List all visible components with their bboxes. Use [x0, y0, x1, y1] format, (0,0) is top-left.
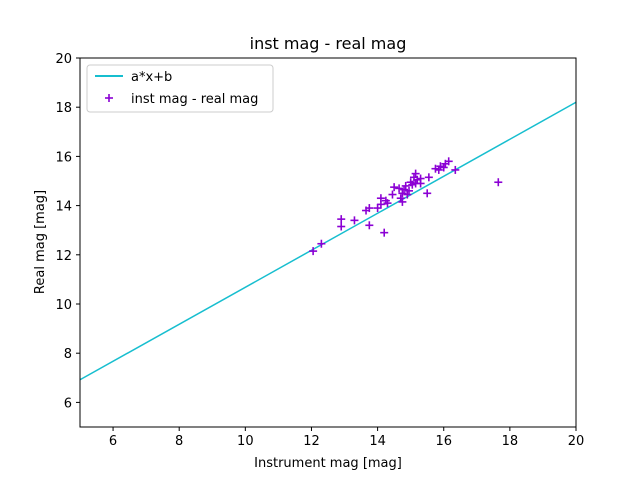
x-axis-label: Instrument mag [mag]	[254, 456, 402, 471]
scatter-point	[439, 163, 448, 172]
scatter-point	[423, 189, 432, 198]
legend-line-label: a*x+b	[131, 70, 172, 85]
y-tick-label: 14	[55, 200, 72, 215]
y-tick-label: 10	[55, 298, 72, 313]
x-axis: 6 8 10 12 14 16 18 20	[109, 427, 584, 449]
plot-area	[80, 58, 576, 427]
scatter-point	[424, 173, 433, 182]
y-tick-label: 8	[64, 347, 72, 362]
x-tick-label: 8	[175, 434, 183, 449]
scatter-point	[388, 190, 397, 199]
scatter-point	[398, 189, 407, 198]
plot-frame	[79, 57, 577, 428]
scatter-point	[396, 194, 405, 203]
y-tick-label: 12	[55, 249, 72, 264]
y-axis-label: Real mag [mag]	[33, 190, 48, 294]
scatter-point	[395, 184, 404, 193]
scatter-point	[380, 228, 389, 237]
x-tick-label: 6	[109, 434, 117, 449]
scatter-point	[403, 190, 412, 199]
legend-box	[86, 64, 274, 113]
scatter-point	[494, 178, 503, 187]
scatter-point	[451, 165, 460, 174]
scatter-point	[401, 181, 410, 190]
scatter-point	[350, 216, 359, 225]
legend-scatter-label: inst mag - real mag	[131, 92, 258, 107]
scatter-point	[376, 194, 385, 203]
scatter-point	[405, 186, 414, 195]
y-tick-label: 18	[55, 101, 72, 116]
y-axis: 6 8 10 12 14 16 18 20	[55, 52, 80, 411]
series-layer	[79, 101, 577, 381]
scatter-point	[398, 197, 407, 206]
x-tick-label: 12	[303, 434, 320, 449]
scatter-point	[383, 199, 392, 208]
scatter-point	[390, 183, 399, 192]
legend-marker-swatch	[105, 94, 113, 102]
y-tick-label: 6	[64, 396, 72, 411]
legend: a*x+b inst mag - real mag	[86, 64, 274, 113]
x-tick-label: 10	[237, 434, 254, 449]
scatter-point	[365, 204, 374, 213]
x-tick-label: 18	[502, 434, 519, 449]
scatter-point	[400, 185, 409, 194]
scatter-point	[365, 221, 374, 230]
scatter-point	[411, 169, 420, 178]
scatter-point	[317, 239, 326, 248]
y-tick-label: 16	[55, 150, 72, 165]
scatter-point	[309, 247, 318, 256]
scatter-point	[444, 157, 453, 166]
chart-title: inst mag - real mag	[250, 34, 407, 53]
scatter-point	[337, 222, 346, 231]
y-tick-label: 20	[55, 52, 72, 67]
scatter-point	[337, 215, 346, 224]
x-tick-label: 20	[568, 434, 585, 449]
scatter-point	[434, 165, 443, 174]
fit-line	[79, 101, 577, 381]
x-tick-label: 16	[435, 434, 452, 449]
scatter-point	[416, 179, 425, 188]
x-tick-label: 14	[369, 434, 386, 449]
